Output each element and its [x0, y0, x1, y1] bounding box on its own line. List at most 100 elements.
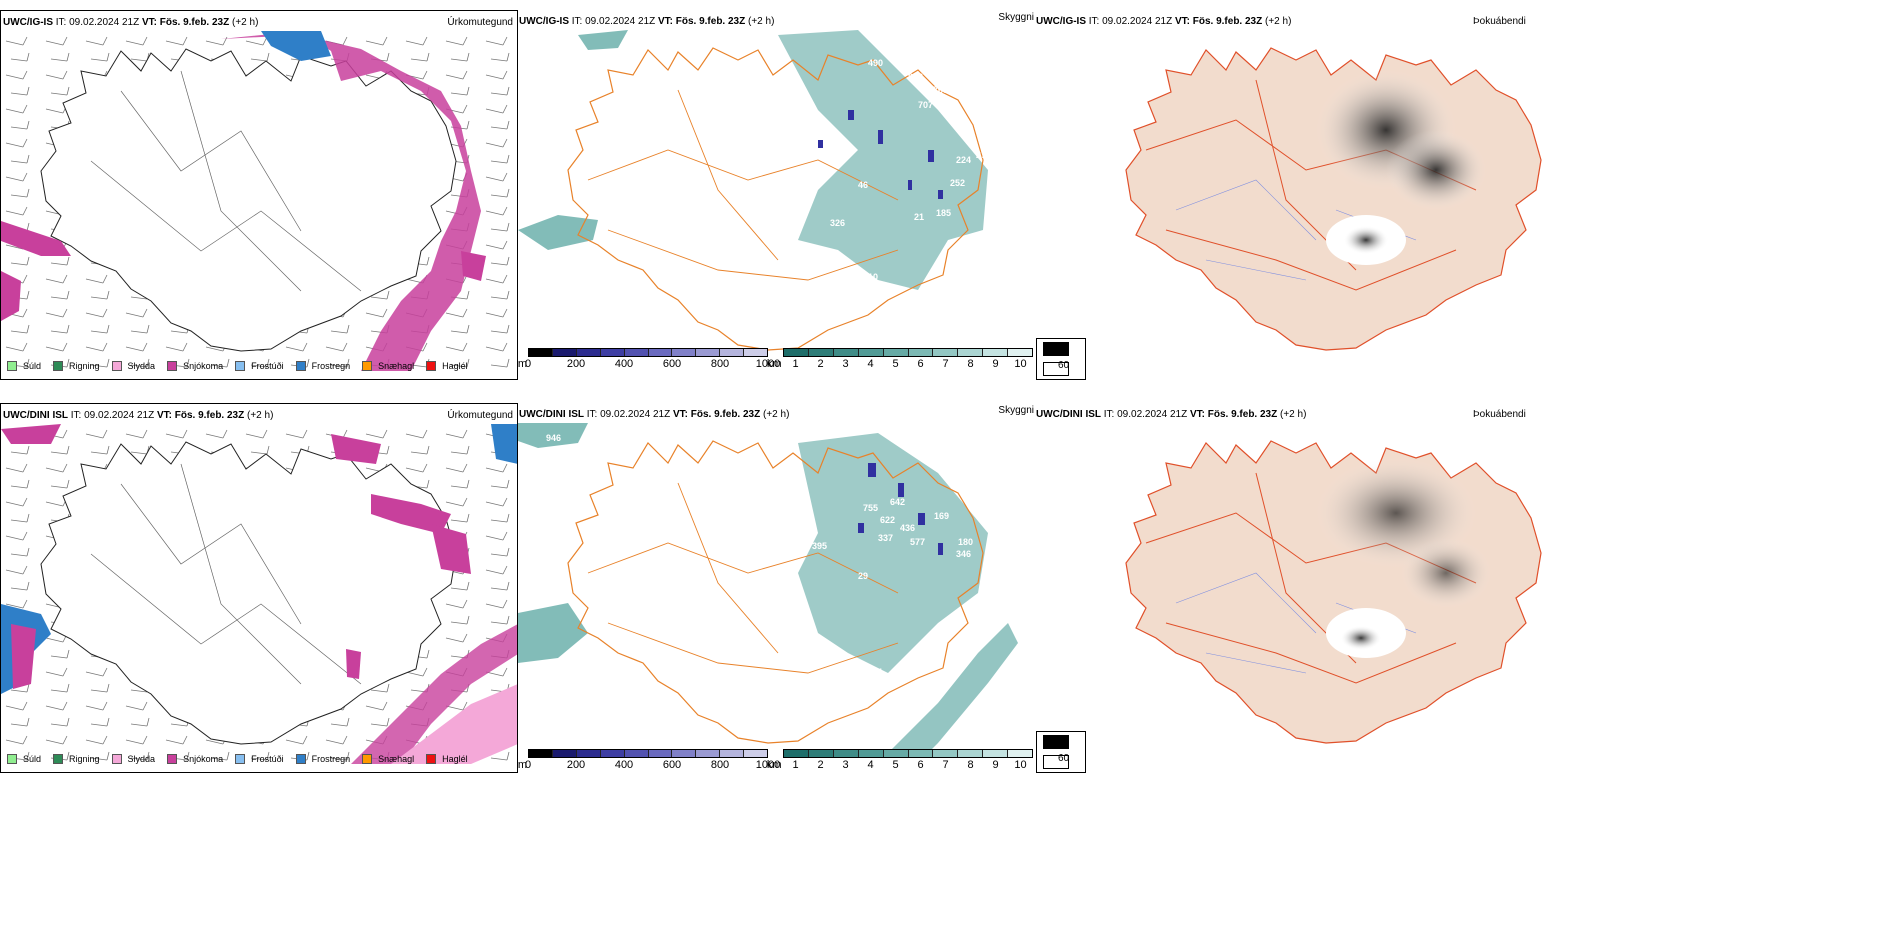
legend-item: Frostregn	[295, 754, 350, 764]
visibility-colorbar: km 1 2 3 4 5 6 7 8 9 10	[767, 348, 1033, 371]
colorbar-tick: 4	[867, 759, 874, 771]
precip-map-top	[1, 31, 517, 371]
cloud-panel-top: UWC/IG-IS IT: 09.02.2024 21Z VT: Fös. 9.…	[518, 10, 1036, 380]
cloud-base-label: 224	[956, 155, 972, 165]
colorbar-segment	[624, 349, 649, 356]
cloud-base-label: 169	[934, 511, 950, 521]
cloud-base-label: 946	[546, 433, 562, 443]
colorbar-segment	[808, 750, 834, 757]
cloud-base-label: 201	[868, 667, 884, 677]
cloud-base-label: 755	[863, 503, 879, 513]
fog-legend-label: 60	[1058, 360, 1070, 371]
cloud-base-label: 185	[936, 208, 952, 218]
cloud-base-label: 395	[812, 541, 828, 551]
cloud-base-label: 337	[878, 533, 894, 543]
colorbar-tick: 800	[710, 358, 730, 370]
cloud-base-label: 10	[868, 272, 879, 282]
colorbar-tick: 4	[867, 358, 874, 370]
colorbar-tick: 400	[614, 358, 634, 370]
colorbar-segment	[720, 349, 745, 356]
colorbar-segment	[672, 349, 697, 356]
colorbar-segment	[833, 750, 859, 757]
colorbar-segment	[576, 750, 601, 757]
cloud-base-label: 622	[880, 515, 896, 525]
fog-legend-label: 0	[1058, 342, 1064, 353]
panel-header: UWC/IG-IS IT: 09.02.2024 21Z VT: Fös. 9.…	[1036, 16, 1292, 27]
colorbar-segment	[883, 349, 909, 356]
cloud-map-bottom	[518, 423, 1018, 753]
colorbar-segment	[908, 349, 934, 356]
cloud-base-label: 274	[976, 150, 992, 160]
legend-item: Haglél	[426, 754, 468, 764]
panel-title: Úrkomutegund	[447, 410, 513, 421]
colorbar-segment	[696, 349, 721, 356]
colorbar-tick: 200	[566, 358, 586, 370]
panel-title: Skyggni	[998, 12, 1034, 23]
colorbar-segment	[576, 349, 601, 356]
colorbar-segment	[648, 349, 673, 356]
cloud-base-label: 180	[958, 537, 974, 547]
panel-header: UWC/IG-IS IT: 09.02.2024 21Z VT: Fös. 9.…	[519, 16, 775, 27]
colorbar-tick: 7	[942, 759, 949, 771]
cloud-panel-bottom: UWC/DINI ISL IT: 09.02.2024 21Z VT: Fös.…	[518, 403, 1036, 773]
colorbar-segment	[833, 349, 859, 356]
legend-item: Snæhagl	[362, 361, 414, 371]
colorbar-tick: 3	[842, 759, 849, 771]
legend-item: Slydda	[111, 754, 155, 764]
colorbar-tick: 2	[817, 759, 824, 771]
colorbar-segment	[529, 750, 553, 757]
cloud-base-label: 346	[956, 549, 972, 559]
visibility-colorbar: km 1 2 3 4 5 6 7 8 9 10	[767, 749, 1033, 772]
colorbar-tick: 8	[967, 358, 974, 370]
legend-item: Frostregn	[295, 361, 350, 371]
fog-map-top	[1125, 47, 1542, 351]
colorbar-segment	[958, 349, 984, 356]
legend-item: Súld	[7, 361, 41, 371]
fog-legend-label: 60	[1058, 753, 1070, 764]
colorbar-tick: 5	[892, 759, 899, 771]
colorbar-tick: 2	[817, 358, 824, 370]
cloud-base-label: 852	[908, 72, 924, 82]
colorbar-tick: 200	[566, 759, 586, 771]
legend-item: Rigning	[53, 361, 100, 371]
colorbar-segment	[784, 750, 809, 757]
colorbar-tick: 5	[892, 358, 899, 370]
colorbar-segment	[552, 349, 577, 356]
colorbar-tick: 6	[917, 358, 924, 370]
cloud-base-label: 46	[858, 180, 869, 190]
cloud-base-label: 436	[900, 523, 916, 533]
colorbar-segment	[858, 349, 884, 356]
legend-item: Rigning	[53, 754, 100, 764]
legend-item: Snæhagl	[362, 754, 414, 764]
colorbar-tick: 800	[710, 759, 730, 771]
panel-title: Þokuábendi	[1473, 409, 1526, 420]
colorbar-segment	[983, 750, 1009, 757]
colorbar-tick: 8	[967, 759, 974, 771]
colorbar-segment	[808, 349, 834, 356]
colorbar-tick: 3	[842, 358, 849, 370]
legend-item: Haglél	[426, 361, 468, 371]
cloud-base-label: 490	[868, 58, 884, 68]
legend-item: Snjókoma	[167, 754, 223, 764]
cloud-base-label: 29	[858, 571, 869, 581]
colorbar-segment	[784, 349, 809, 356]
colorbar-tick: 7	[942, 358, 949, 370]
panel-header: UWC/DINI ISL IT: 09.02.2024 21Z VT: Fös.…	[519, 409, 790, 420]
legend-item: Slydda	[111, 361, 155, 371]
colorbar-tick: 600	[662, 358, 682, 370]
colorbar-segment	[529, 349, 553, 356]
fog-legend	[1036, 731, 1086, 773]
precip-type-panel-top: UWC/IG-IS IT: 09.02.2024 21Z VT: Fös. 9.…	[0, 10, 518, 380]
cloud-base-label: 768	[933, 85, 949, 95]
colorbar-unit: km	[766, 759, 782, 771]
precip-legend: Súld Rigning Slydda Snjókoma Frostúði Fr…	[7, 750, 480, 768]
colorbar-tick: 400	[614, 759, 634, 771]
colorbar-unit: m	[518, 759, 528, 771]
colorbar-segment	[744, 750, 768, 757]
fog-panel-top: UWC/IG-IS IT: 09.02.2024 21Z VT: Fös. 9.…	[1036, 10, 1900, 380]
fog-map-bottom	[1125, 440, 1542, 744]
colorbar-tick: 1000	[755, 759, 781, 771]
panel-title: Úrkomutegund	[447, 17, 513, 28]
colorbar-unit: km	[766, 358, 782, 370]
colorbar-tick: 9	[992, 759, 999, 771]
